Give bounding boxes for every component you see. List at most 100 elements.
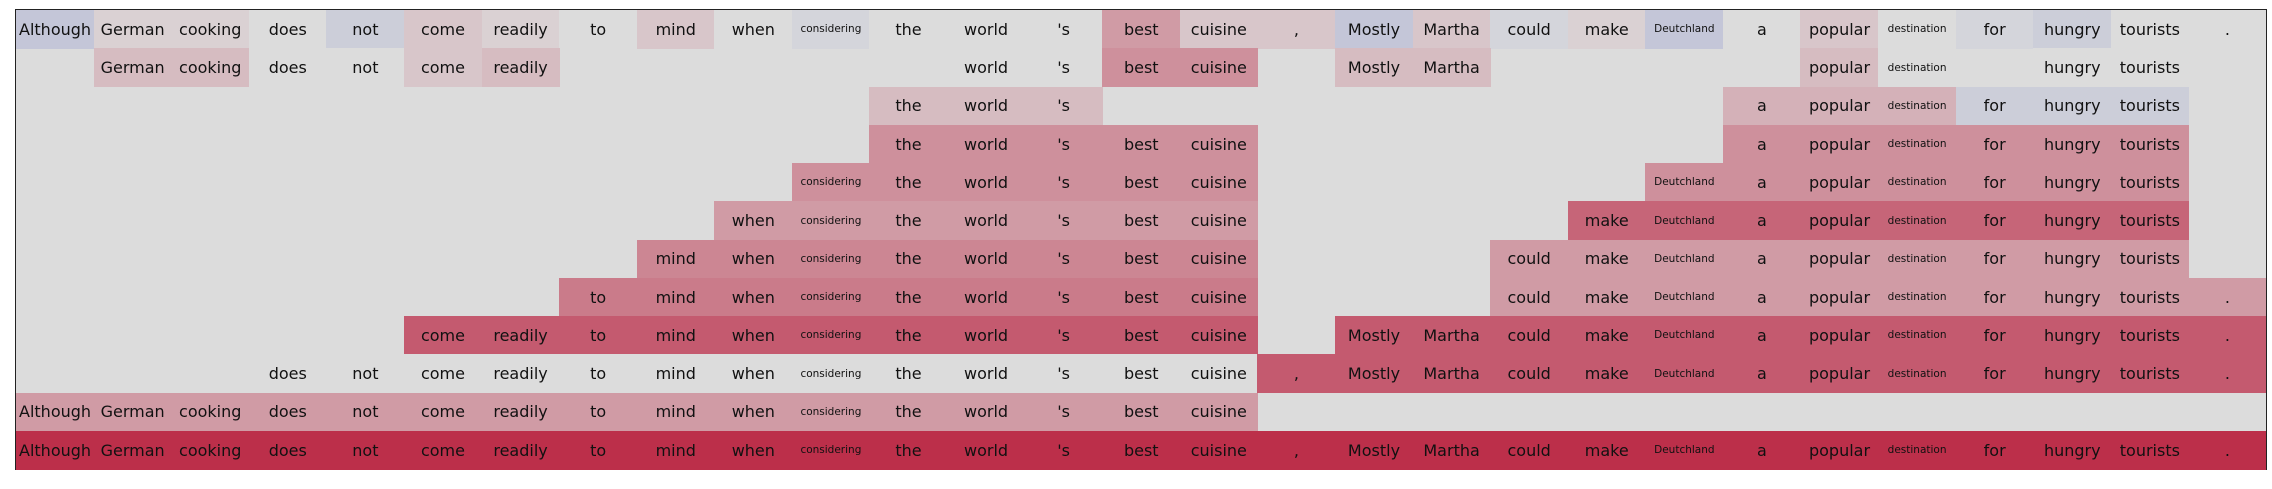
heatmap-cell: when [714,354,793,393]
heatmap-cell: destination [1878,124,1957,164]
heatmap-cell: Martha [1412,48,1491,87]
heatmap-cell: when [714,10,793,49]
heatmap-cell: destination [1878,239,1957,279]
heatmap-cell: Deutchland [1645,277,1724,317]
heatmap-cell: hungry [2033,163,2112,202]
heatmap-cell: 's [1024,163,1103,202]
heatmap-cell: Although [16,430,95,470]
heatmap-cell: considering [791,10,870,49]
heatmap-cell: a [1722,86,1801,126]
heatmap-cell: come [403,354,482,393]
heatmap-cell: hungry [2033,124,2112,164]
heatmap-cell: a [1722,277,1801,317]
heatmap-cell: the [869,392,948,432]
heatmap-cell: best [1102,316,1181,355]
heatmap-cell: best [1102,277,1181,317]
heatmap-cell: 's [1024,354,1103,393]
heatmap-cell: cuisine [1179,316,1258,355]
heatmap-cell: 's [1024,430,1103,470]
heatmap-cell: the [869,201,948,240]
heatmap-cell: tourists [2110,239,2189,279]
heatmap-cell: destination [1878,354,1957,393]
heatmap-cell: . [2188,354,2267,393]
heatmap-cell: world [947,124,1026,164]
heatmap-cell: does [248,48,327,87]
heatmap-cell: readily [481,316,560,355]
heatmap-cell: when [714,316,793,355]
heatmap-cell: world [947,201,1026,240]
heatmap-cell: to [559,354,638,393]
heatmap-cell: make [1567,430,1646,470]
heatmap-cell: mind [636,316,715,355]
heatmap-cell: does [248,430,327,470]
heatmap-cell: considering [791,201,870,240]
heatmap-cell: tourists [2110,316,2189,355]
heatmap-cell: Mostly [1334,430,1414,470]
heatmap-cell: cuisine [1179,239,1258,279]
heatmap-cell: Deutchland [1645,316,1724,355]
heatmap-cell: 's [1024,239,1103,279]
heatmap-cell: readily [481,48,560,87]
heatmap-cell: 's [1024,277,1103,317]
heatmap-cell: , [1257,10,1336,49]
heatmap-cell: hungry [2033,430,2112,470]
heatmap-cell: could [1490,239,1569,279]
heatmap-cell: could [1490,316,1569,355]
heatmap-cell: when [714,430,793,470]
heatmap-cell: cuisine [1179,163,1258,202]
heatmap-cell: world [947,392,1026,432]
heatmap-cell: when [714,392,793,432]
heatmap-cell: mind [636,10,715,49]
heatmap-cell: when [714,239,793,279]
heatmap-cell: best [1102,163,1181,202]
heatmap-cell: world [947,163,1026,202]
heatmap-cell: Martha [1412,354,1491,393]
heatmap-cell: cooking [171,10,250,49]
heatmap-cell: 's [1024,392,1103,432]
heatmap-cell: best [1102,239,1181,279]
heatmap-cell: considering [791,163,870,202]
heatmap-cell: 's [1024,316,1103,355]
heatmap-cell: tourists [2110,354,2189,393]
heatmap-cell: popular [1800,316,1879,355]
heatmap-cell: . [2188,10,2267,49]
heatmap-cell: German [93,48,172,87]
heatmap-cell: mind [636,430,715,470]
heatmap-cell: world [947,48,1026,87]
heatmap-cell: cuisine [1179,392,1258,432]
heatmap-cell: best [1102,354,1181,393]
heatmap-cell: Mostly [1334,354,1414,393]
heatmap-cell: Martha [1412,430,1491,470]
heatmap-cell: popular [1800,10,1879,49]
heatmap-cell: come [403,392,482,432]
heatmap-cell: considering [791,277,870,317]
heatmap-cell: destination [1878,10,1957,49]
heatmap-cell: for [1955,316,2034,355]
heatmap-cell: cuisine [1179,354,1258,393]
heatmap-cell: the [869,316,948,355]
heatmap-cell: come [403,316,482,355]
heatmap-cell: make [1567,10,1646,49]
heatmap-cell: popular [1800,163,1879,202]
heatmap-cell: considering [791,316,870,355]
heatmap-cell: 's [1024,48,1103,87]
heatmap-cell: not [326,392,405,432]
heatmap-cell: 's [1024,10,1103,49]
heatmap-cell: readily [481,430,560,470]
heatmap-cell: best [1102,48,1181,87]
heatmap-cell: for [1955,354,2034,393]
heatmap-cell: could [1490,354,1569,393]
heatmap-cell: considering [791,392,870,432]
heatmap-cell: Martha [1412,10,1491,49]
heatmap-cell: world [947,354,1026,393]
heatmap-cell: cuisine [1179,10,1258,49]
heatmap-cell: cuisine [1179,277,1258,317]
heatmap-cell: popular [1800,201,1879,240]
heatmap-cell: for [1955,430,2034,470]
heatmap-cell: cuisine [1179,48,1258,87]
heatmap-cell: popular [1800,124,1879,164]
heatmap-cell: make [1567,277,1646,317]
heatmap-cell: could [1490,277,1569,317]
heatmap-cell: Mostly [1334,316,1414,355]
heatmap-cell: , [1257,430,1336,470]
